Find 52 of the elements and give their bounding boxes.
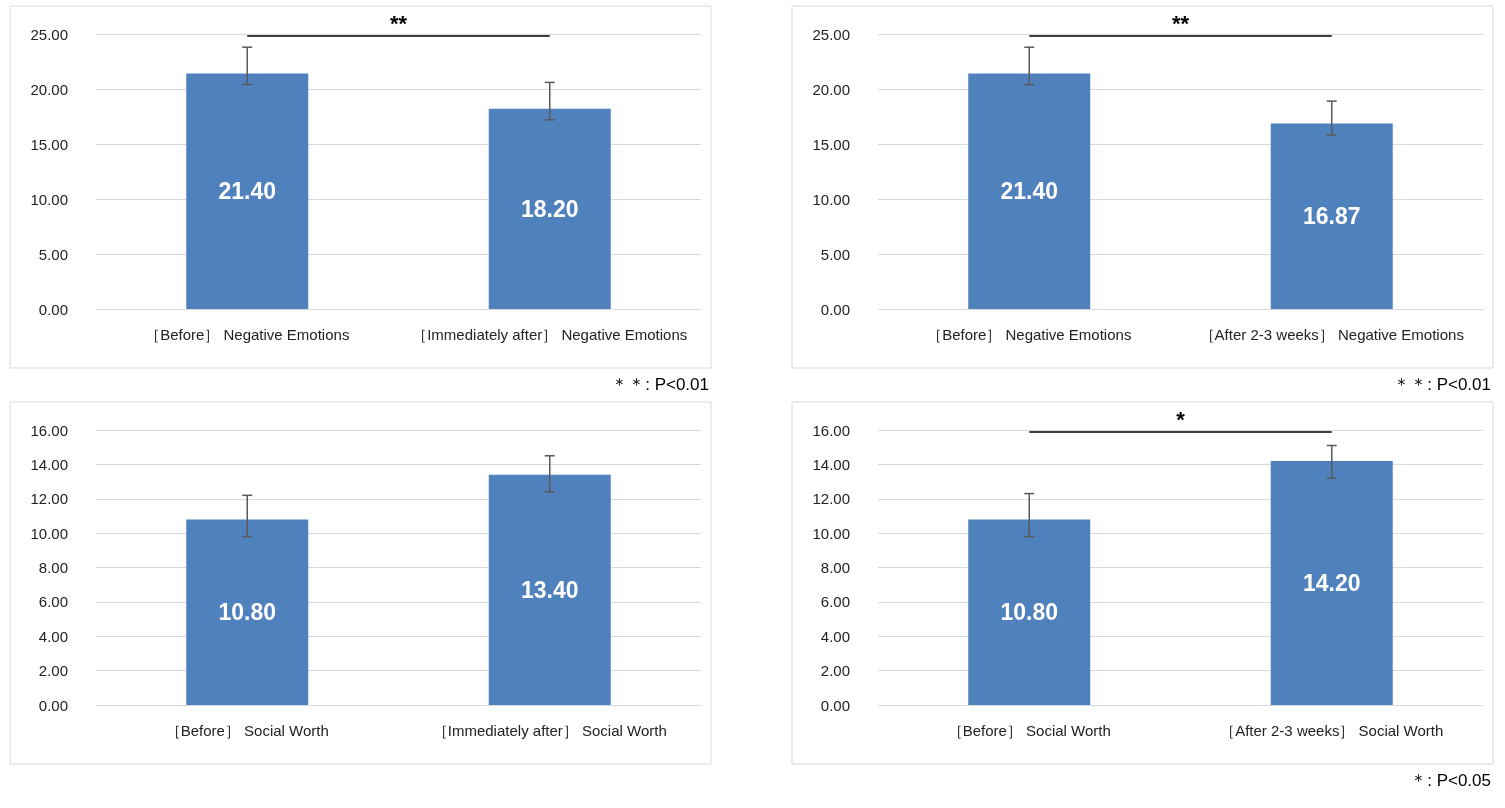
data-label: 13.40	[520, 576, 579, 603]
y-tick-label: 6.00	[38, 593, 68, 611]
y-tick-label: 12.00	[30, 490, 68, 508]
y-tick-label: 6.00	[820, 593, 850, 611]
x-tick-label: ［After 2-3 weeks］ Negative Emotions	[1199, 326, 1464, 343]
y-tick-label: 4.00	[38, 627, 68, 645]
y-tick-label: 14.00	[812, 455, 850, 473]
data-label: 18.20	[520, 195, 579, 222]
y-tick-label: 20.00	[812, 80, 850, 98]
data-label: 21.40	[218, 178, 277, 205]
y-tick-label: 10.00	[812, 190, 850, 208]
data-label: 10.80	[218, 599, 277, 626]
y-tick-label: 2.00	[820, 662, 850, 680]
y-tick-label: 5.00	[820, 245, 850, 263]
y-tick-label: 16.00	[30, 421, 68, 439]
x-tick-label: ［Immediately after］ Social Worth	[432, 722, 667, 739]
y-tick-label: 15.00	[30, 135, 68, 153]
data-label: 14.20	[1302, 569, 1361, 596]
y-tick-label: 4.00	[820, 627, 850, 645]
data-label: 21.40	[1000, 178, 1059, 205]
x-tick-label: ［Before］ Negative Emotions	[145, 326, 350, 343]
y-tick-label: 15.00	[812, 135, 850, 153]
text: ＊＊: P<0.01	[1393, 375, 1491, 394]
text: ＊: P<0.05	[1410, 771, 1491, 790]
y-tick-label: 25.00	[30, 25, 68, 43]
annotation: **	[389, 10, 408, 36]
y-tick-label: 16.00	[812, 421, 850, 439]
y-tick-label: 0.00	[820, 300, 850, 318]
x-tick-label: ［Before］ Social Worth	[165, 722, 329, 739]
y-tick-label: 10.00	[30, 524, 68, 542]
annotation: *	[1176, 406, 1186, 432]
x-tick-label: ［Immediately after］ Negative Emotions	[412, 326, 688, 343]
x-tick-label: ［After 2-3 weeks］ Social Worth	[1220, 722, 1444, 739]
annotation: **	[1171, 10, 1190, 36]
y-tick-label: 8.00	[820, 559, 850, 576]
y-tick-label: 20.00	[30, 80, 68, 98]
data-label: 10.80	[1000, 599, 1059, 626]
text: ＊＊: P<0.01	[611, 375, 709, 394]
y-tick-label: 12.00	[812, 490, 850, 508]
y-tick-label: 0.00	[38, 300, 68, 318]
y-tick-label: 5.00	[38, 245, 68, 263]
data-label: 16.87	[1302, 203, 1361, 230]
y-tick-label: 14.00	[30, 455, 68, 473]
y-tick-label: 0.00	[820, 696, 850, 714]
y-tick-label: 10.00	[30, 190, 68, 208]
y-tick-label: 10.00	[812, 524, 850, 542]
y-tick-label: 8.00	[38, 559, 68, 576]
y-tick-label: 2.00	[38, 662, 68, 680]
y-tick-label: 25.00	[812, 25, 850, 43]
y-tick-label: 0.00	[38, 696, 68, 714]
x-tick-label: ［Before］ Social Worth	[947, 722, 1111, 739]
x-tick-label: ［Before］ Negative Emotions	[927, 326, 1132, 343]
